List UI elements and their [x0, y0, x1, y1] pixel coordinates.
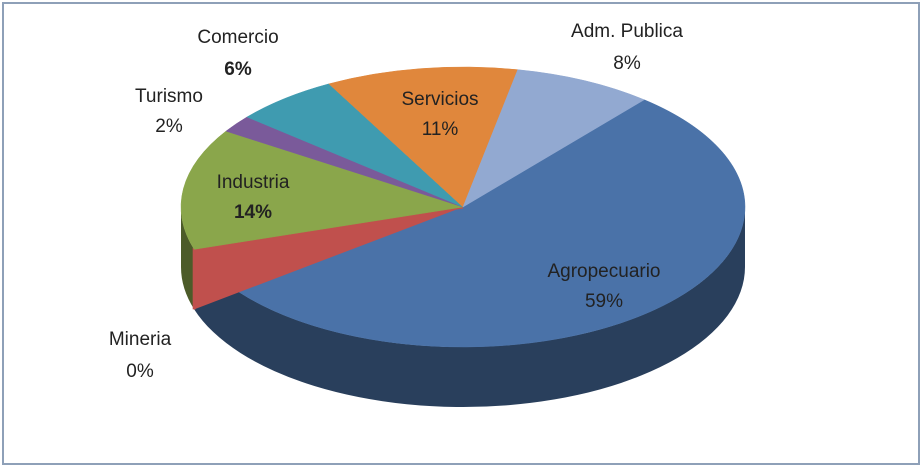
slice-value: 14%	[234, 202, 272, 223]
slice-label: Turismo	[135, 86, 203, 107]
slice-label: Agropecuario	[547, 261, 660, 282]
pie-slice	[180, 130, 464, 250]
slice-value: 8%	[613, 53, 641, 74]
slice-label: Comercio	[197, 27, 278, 48]
slice-label: Servicios	[401, 89, 478, 110]
slice-label: Adm. Publica	[571, 21, 683, 42]
slice-value: 0%	[126, 361, 154, 382]
pie-side	[181, 207, 195, 310]
pie-slice	[462, 69, 645, 208]
slice-value: 2%	[155, 116, 183, 137]
slice-value: 59%	[585, 291, 623, 312]
pie-side	[194, 207, 746, 407]
slice-label: Mineria	[109, 329, 172, 350]
slice-label: Industria	[217, 172, 290, 193]
slice-value: 6%	[224, 59, 252, 80]
pie-slice	[193, 99, 746, 348]
pie-slice	[328, 66, 519, 208]
slice-value: 11%	[422, 119, 459, 140]
